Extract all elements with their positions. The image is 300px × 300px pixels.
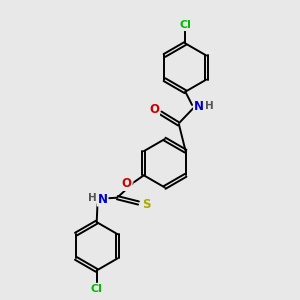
Text: N: N (98, 193, 108, 206)
Text: N: N (194, 100, 204, 113)
Text: S: S (142, 198, 151, 211)
Text: H: H (206, 101, 214, 111)
Text: O: O (149, 103, 159, 116)
Text: Cl: Cl (179, 20, 191, 30)
Text: O: O (122, 177, 132, 190)
Text: H: H (88, 193, 97, 203)
Text: Cl: Cl (91, 284, 103, 294)
